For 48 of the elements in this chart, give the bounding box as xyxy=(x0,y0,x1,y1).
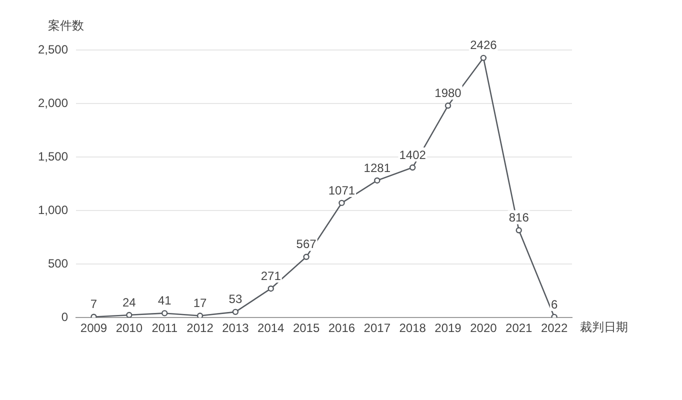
data-label: 1281 xyxy=(364,160,391,175)
point xyxy=(516,227,522,234)
x-tick-label: 2012 xyxy=(186,321,214,336)
x-tick-label: 2016 xyxy=(328,321,356,336)
data-label: 2426 xyxy=(470,38,498,52)
y-tick-label: 2,500 xyxy=(38,42,68,56)
point xyxy=(268,285,274,292)
x-tick-label: 2009 xyxy=(80,321,108,336)
y-axis-title: 案件数 xyxy=(48,18,84,32)
x-tick-label: 2017 xyxy=(364,321,391,336)
data-label: 1071 xyxy=(328,183,356,198)
x-tick-label: 2021 xyxy=(506,321,533,336)
x-tick-label: 2022 xyxy=(540,321,568,336)
x-tick-label: 2015 xyxy=(292,321,320,336)
data-label: 567 xyxy=(296,237,317,252)
point xyxy=(303,254,310,260)
data-label: 17 xyxy=(193,296,208,310)
y-tick-label: 500 xyxy=(48,256,68,270)
x-tick-label: 2011 xyxy=(152,321,178,336)
point xyxy=(196,312,204,318)
y-tick-label: 2,000 xyxy=(38,96,68,110)
x-tick-label: 2013 xyxy=(222,321,250,336)
data-label: 1980 xyxy=(434,86,462,100)
point xyxy=(232,308,239,316)
data-label: 816 xyxy=(508,210,530,225)
data-label: 53 xyxy=(228,292,242,306)
data-label: 24 xyxy=(122,295,136,310)
x-axis-title: 裁判日期 xyxy=(580,320,628,334)
point xyxy=(126,312,132,318)
x-tick-label: 2019 xyxy=(434,321,462,336)
x-tick-label: 2010 xyxy=(116,321,143,336)
data-label: 41 xyxy=(158,294,172,308)
point xyxy=(374,177,380,184)
point xyxy=(161,310,168,316)
point xyxy=(444,102,452,109)
x-tick-label: 2014 xyxy=(258,321,285,336)
x-tick-label: 2020 xyxy=(470,321,498,336)
y-tick-label: 0 xyxy=(61,310,68,324)
data-label: 6 xyxy=(550,297,558,312)
point xyxy=(480,54,487,62)
point xyxy=(338,200,345,206)
y-tick-label: 1,500 xyxy=(38,149,68,164)
point xyxy=(409,164,416,171)
x-tick-label: 2018 xyxy=(399,321,426,336)
data-label: 271 xyxy=(260,268,282,283)
data-label: 7 xyxy=(90,297,98,312)
data-label: 1402 xyxy=(399,148,426,162)
y-tick-label: 1,000 xyxy=(38,202,68,217)
